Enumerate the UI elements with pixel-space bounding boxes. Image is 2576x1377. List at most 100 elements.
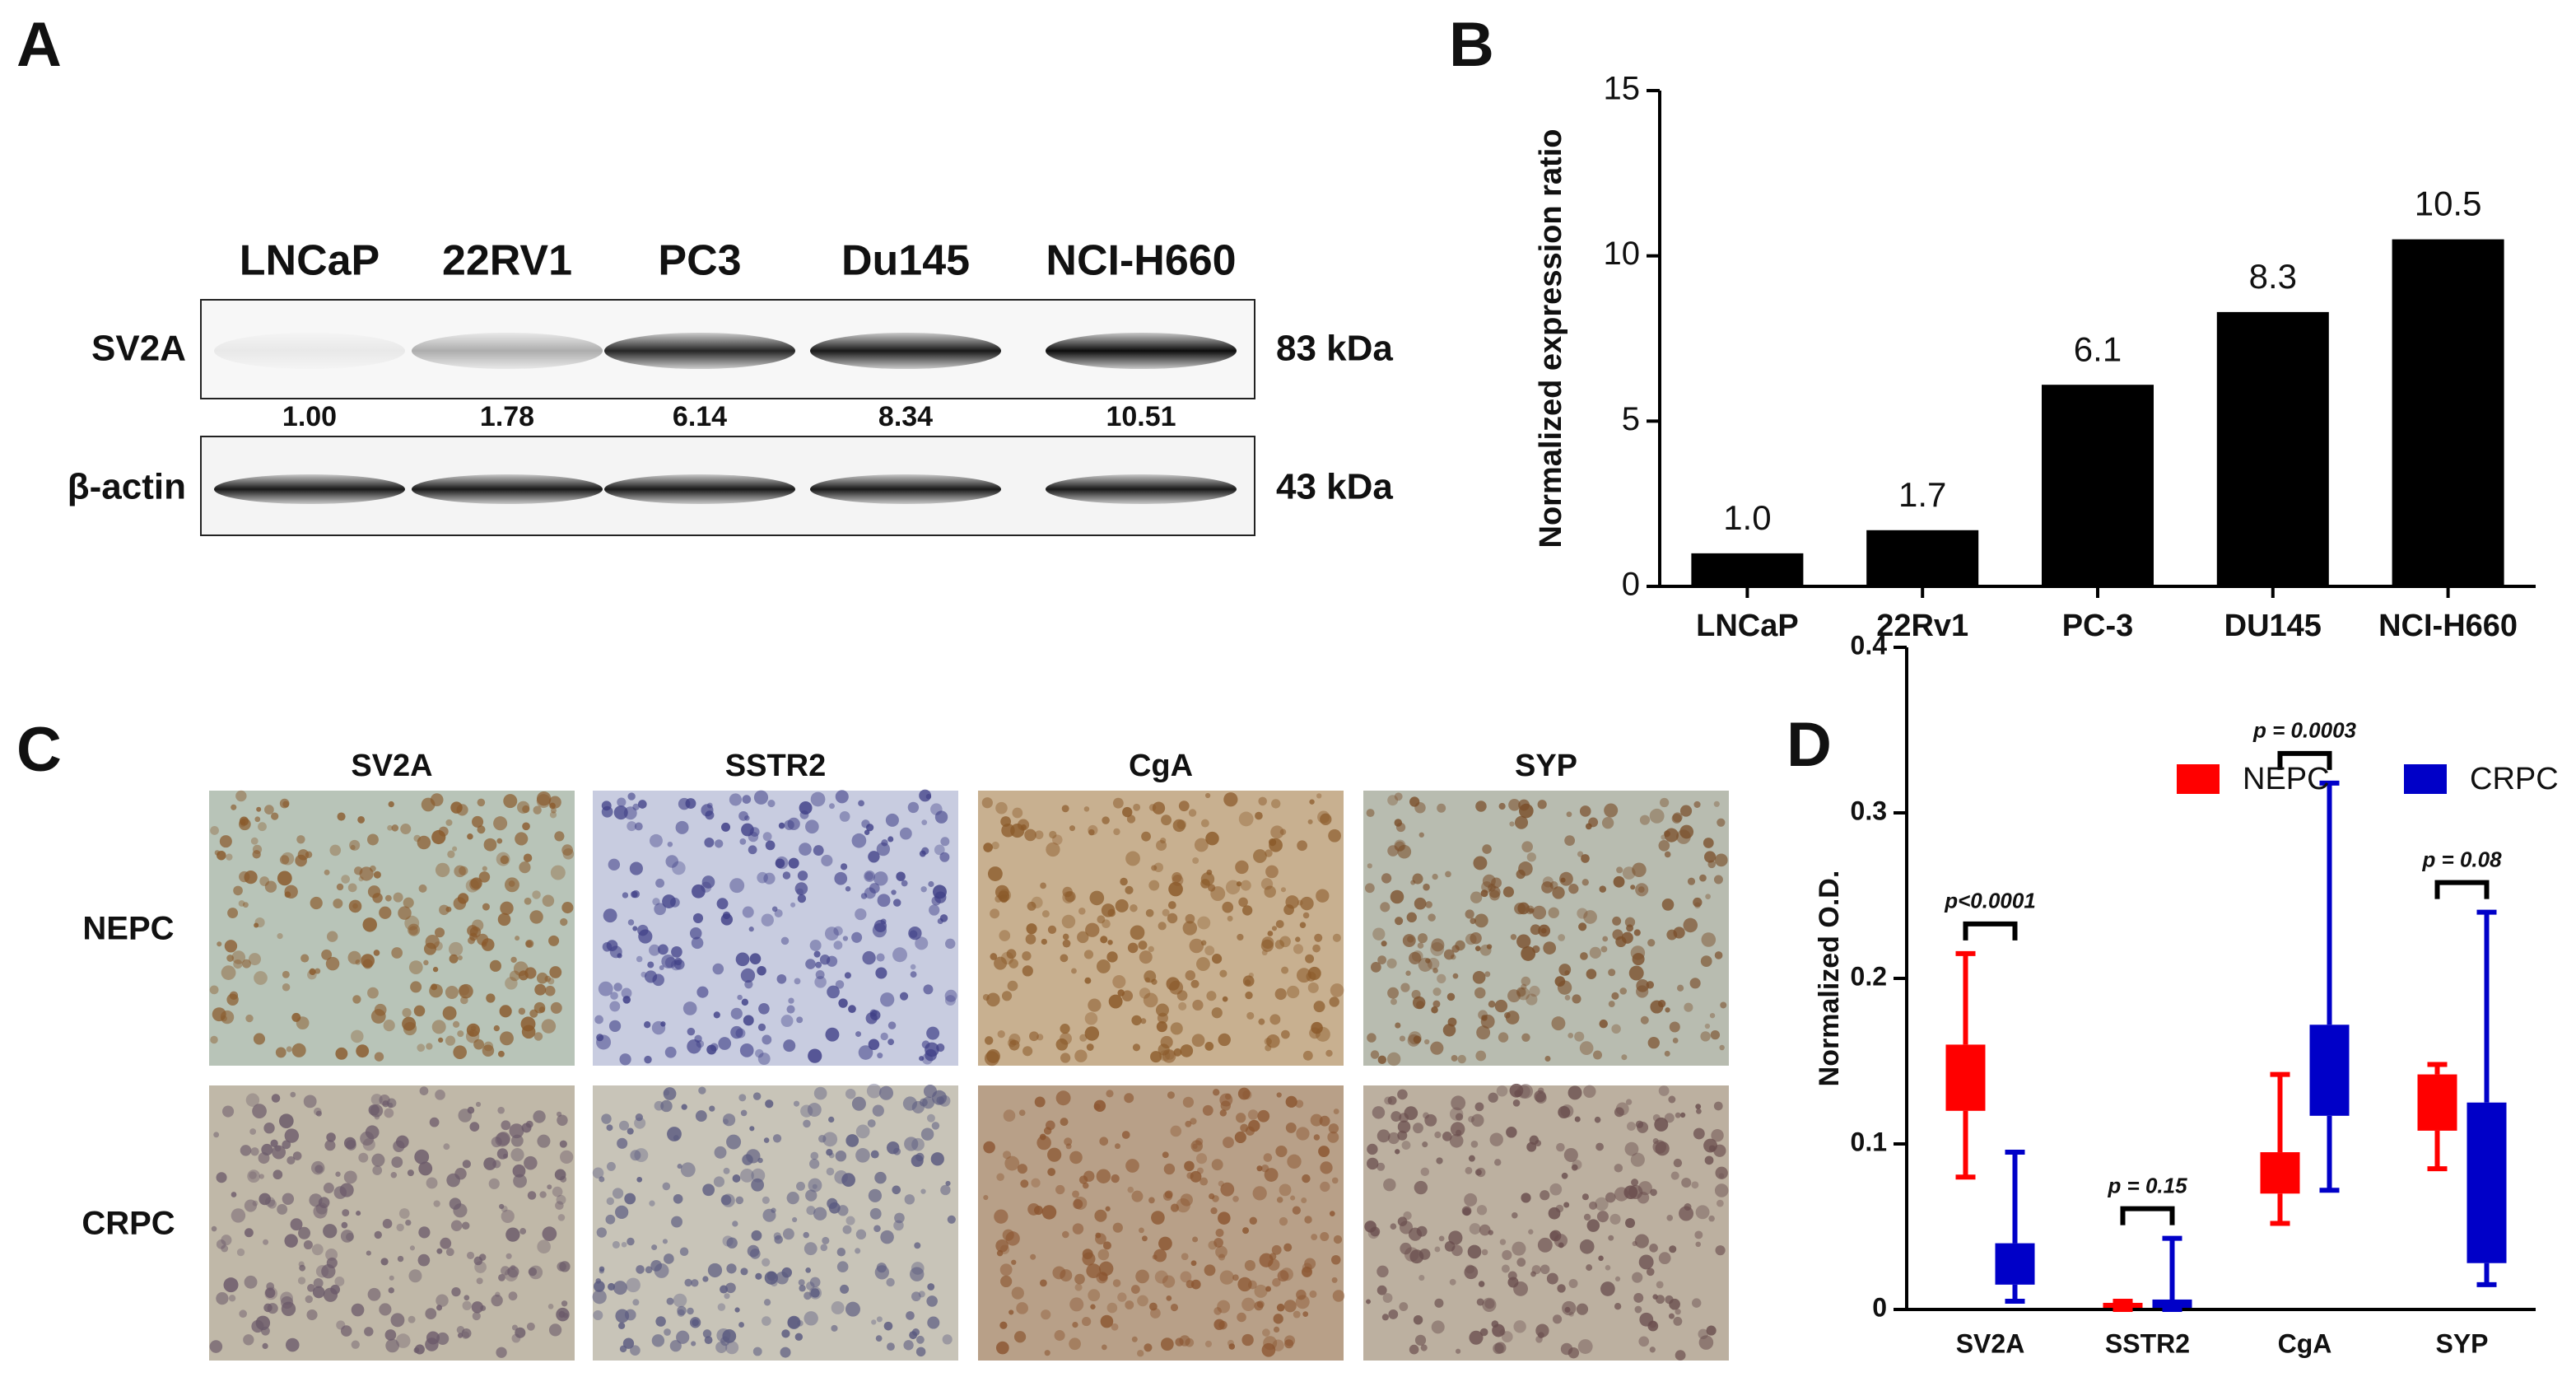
- cell: [544, 975, 552, 983]
- cell: [510, 956, 517, 964]
- cell: [1543, 941, 1557, 955]
- cell: [632, 803, 640, 811]
- cell: [746, 1149, 761, 1164]
- cell: [1574, 1031, 1585, 1042]
- cell: [899, 827, 912, 840]
- cell: [845, 1301, 860, 1317]
- cell: [940, 837, 950, 847]
- cell: [845, 885, 851, 892]
- cell: [1720, 1001, 1727, 1009]
- cell: [845, 1088, 856, 1099]
- cell: [408, 960, 423, 974]
- cell: [1417, 942, 1424, 949]
- cell: [833, 926, 843, 936]
- cell: [1106, 1090, 1114, 1098]
- cell: [1275, 920, 1284, 928]
- cell: [536, 972, 548, 984]
- cell: [861, 819, 870, 829]
- cell: [369, 865, 376, 872]
- cell: [1581, 1193, 1589, 1201]
- cell: [351, 1303, 365, 1317]
- cell: [1150, 1308, 1161, 1319]
- cell: [1367, 863, 1372, 869]
- cell: [495, 1291, 501, 1297]
- cell: [245, 1093, 260, 1107]
- y-tick-label: 0.3: [1851, 796, 1887, 825]
- cell: [334, 1277, 345, 1286]
- cell: [1232, 1195, 1239, 1202]
- cell: [219, 835, 232, 848]
- cell: [1540, 1264, 1550, 1275]
- cell: [627, 919, 635, 926]
- cell: [804, 1291, 812, 1300]
- cell: [1084, 1026, 1100, 1041]
- cell: [1107, 940, 1113, 945]
- cell: [1516, 934, 1531, 949]
- cell: [599, 1266, 605, 1272]
- ihc-image: [1363, 1085, 1729, 1361]
- cell: [1472, 970, 1486, 984]
- cell: [1093, 1099, 1106, 1112]
- cell: [1530, 924, 1541, 936]
- cell: [1583, 910, 1597, 924]
- cell: [1599, 1019, 1608, 1029]
- cell: [877, 894, 891, 908]
- cell: [1521, 945, 1536, 961]
- cell: [621, 987, 632, 999]
- cell: [790, 902, 796, 908]
- cell: [1074, 1049, 1088, 1062]
- cell: [282, 983, 291, 992]
- band: [810, 474, 1001, 504]
- cell: [459, 983, 473, 999]
- cell: [926, 1113, 935, 1123]
- cell: [1115, 899, 1129, 913]
- cell: [740, 1169, 754, 1183]
- cell: [1470, 891, 1483, 903]
- cell: [477, 798, 486, 807]
- cell: [1237, 933, 1244, 941]
- cell: [1649, 1347, 1656, 1353]
- cell: [226, 853, 233, 861]
- cell: [482, 1044, 495, 1057]
- cell: [532, 890, 541, 899]
- cell: [1367, 1227, 1380, 1239]
- cell: [740, 1109, 748, 1117]
- cell: [1516, 987, 1526, 997]
- cell: [366, 833, 379, 846]
- cell: [689, 927, 702, 940]
- cell: [757, 1053, 771, 1066]
- cell: [1034, 1096, 1046, 1108]
- cell: [1190, 1279, 1201, 1290]
- cell: [1700, 955, 1712, 967]
- cell: [1179, 1335, 1190, 1347]
- cell: [1654, 1117, 1669, 1132]
- cell: [1244, 979, 1251, 986]
- cell: [400, 824, 412, 835]
- cell: [1698, 1335, 1714, 1350]
- cell: [1595, 1142, 1604, 1151]
- cell: [1383, 1178, 1396, 1192]
- cell: [1517, 902, 1530, 915]
- cell: [755, 1048, 764, 1058]
- cell: [280, 1291, 293, 1305]
- cell: [761, 913, 774, 927]
- cell: [730, 1025, 743, 1039]
- cell: [425, 1308, 437, 1320]
- cell: [887, 1342, 895, 1351]
- cell: [478, 1253, 487, 1261]
- cell: [1600, 945, 1608, 953]
- cell: [265, 1287, 276, 1299]
- cell: [1049, 830, 1057, 839]
- cell: [651, 1244, 658, 1251]
- cell: [1027, 1203, 1040, 1216]
- cell: [1387, 987, 1400, 999]
- cell: [408, 1269, 422, 1283]
- cell: [323, 1183, 334, 1193]
- cell: [691, 1341, 696, 1347]
- cell: [1311, 1021, 1323, 1034]
- cell: [1252, 1186, 1267, 1201]
- cell: [221, 965, 236, 980]
- cell: [1192, 857, 1199, 864]
- cell: [1436, 1157, 1443, 1165]
- cell: [737, 994, 743, 1001]
